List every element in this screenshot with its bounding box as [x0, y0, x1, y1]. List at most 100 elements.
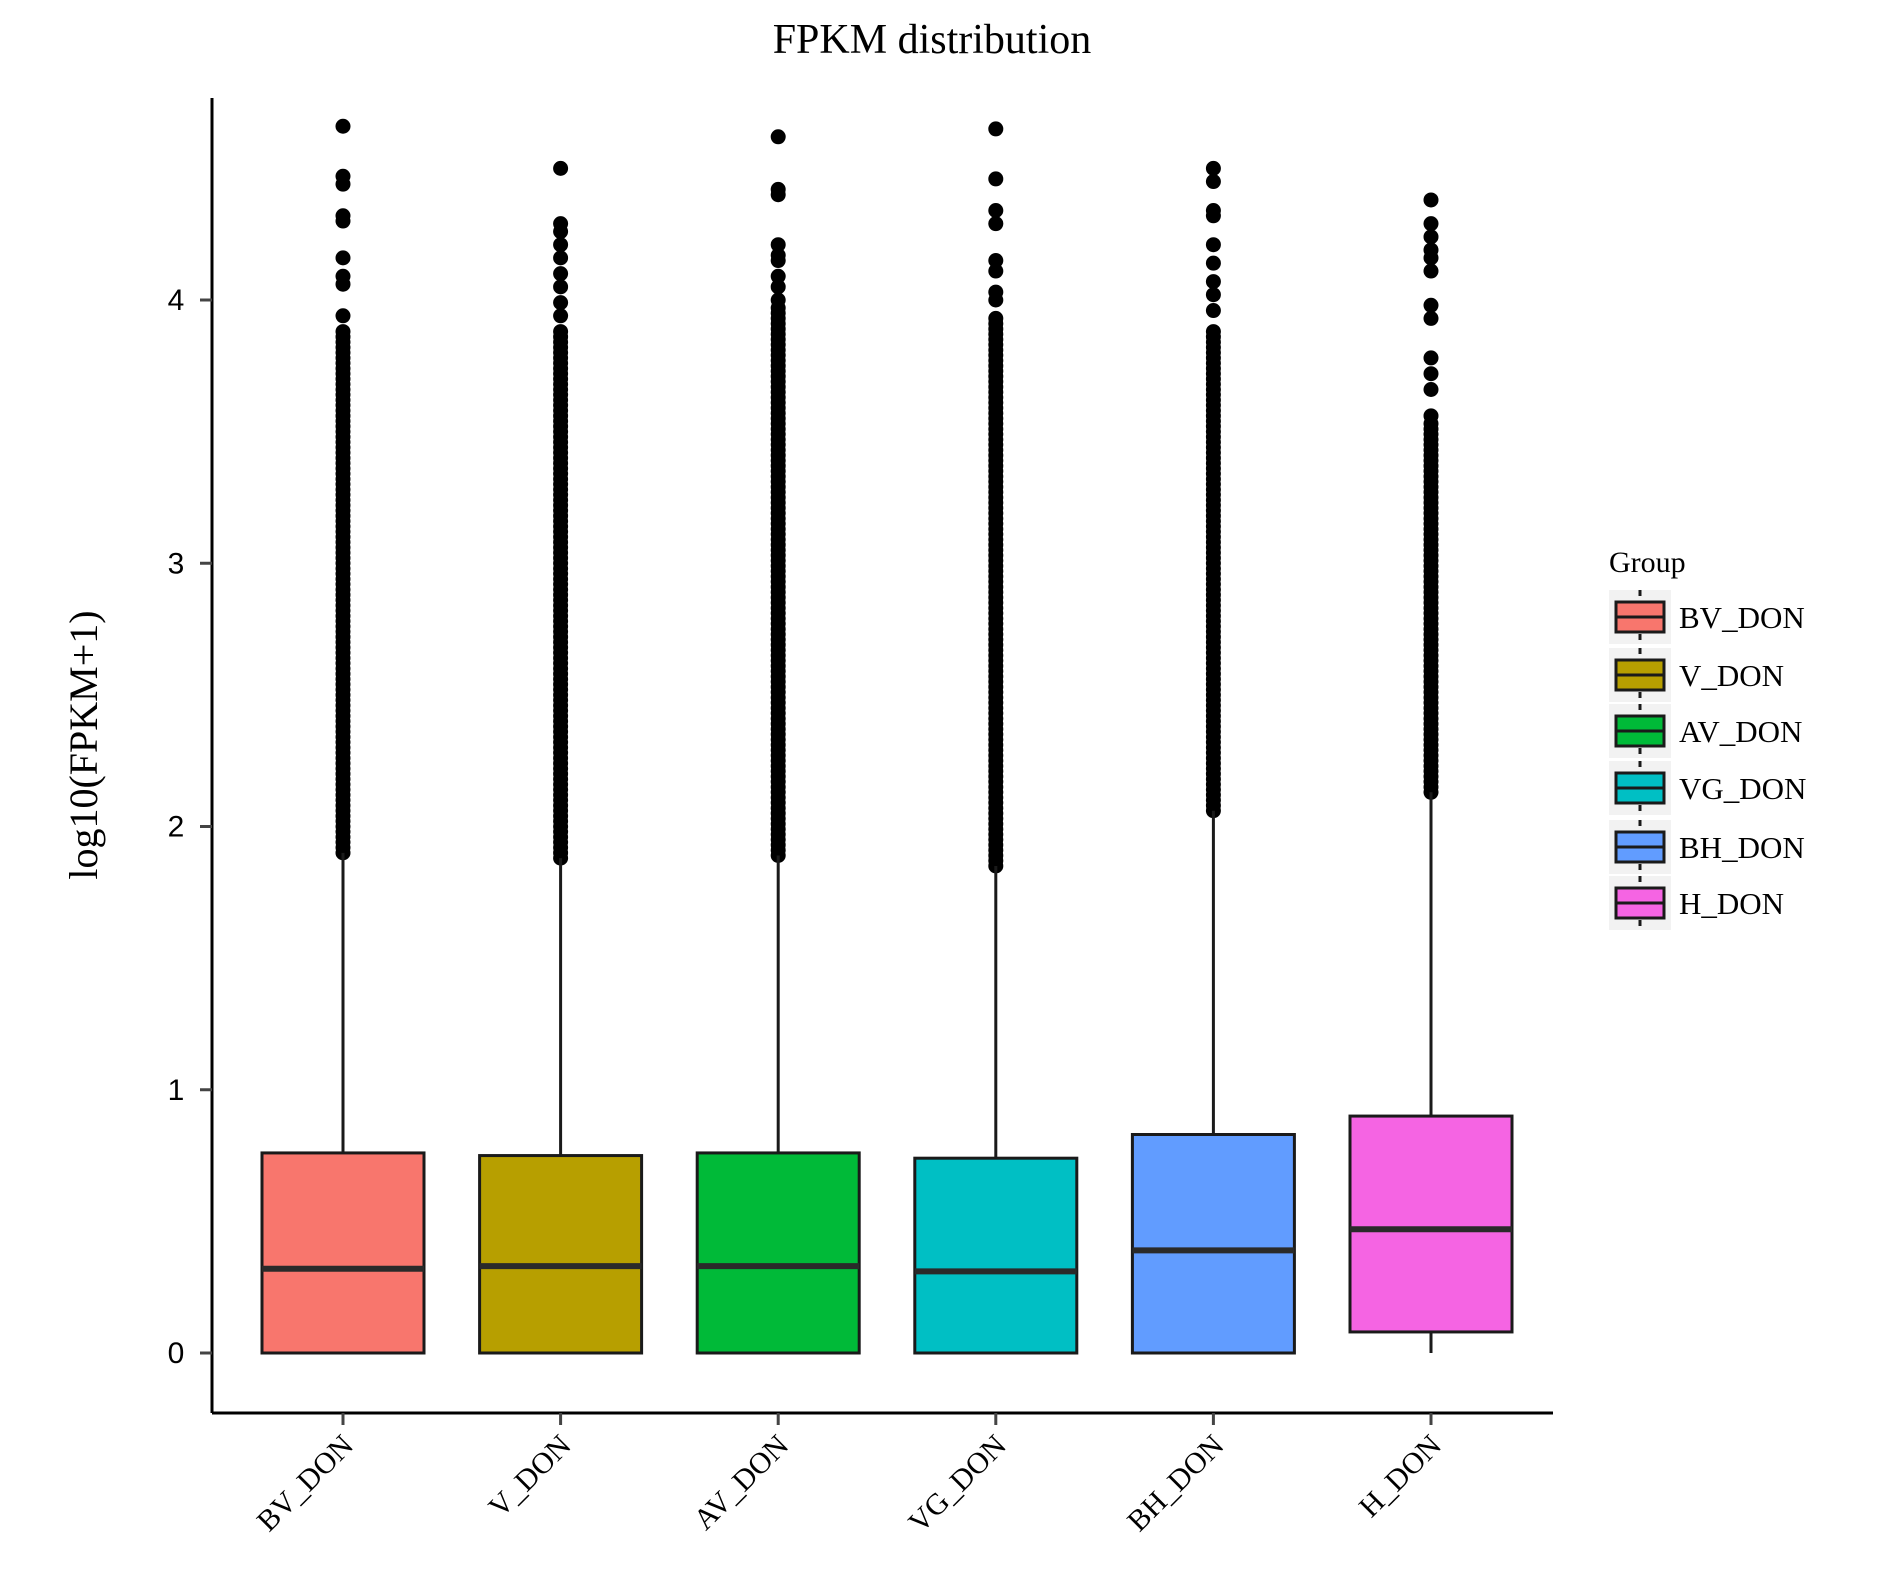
- legend-label: V_DON: [1679, 658, 1784, 693]
- outlier-point: [1423, 216, 1439, 232]
- outlier-point: [988, 121, 1004, 137]
- y-tick-label: 3: [168, 547, 185, 580]
- outlier-points: [335, 118, 351, 861]
- legend-item: AV_DON: [1609, 704, 1802, 758]
- x-tick-label: AV_DON: [687, 1429, 795, 1537]
- outlier-point: [553, 160, 569, 176]
- outlier-point: [988, 263, 1004, 279]
- outlier-points: [770, 129, 786, 863]
- box-iqr: [913, 1156, 1079, 1355]
- legend-item: V_DON: [1609, 648, 1784, 702]
- y-tick-label: 2: [168, 811, 185, 844]
- box-iqr: [260, 1151, 426, 1355]
- outlier-point: [553, 266, 569, 282]
- outlier-point: [1205, 287, 1221, 303]
- outlier-point: [335, 324, 351, 340]
- box-group-vg-don: [913, 121, 1079, 1355]
- chart-title: FPKM distribution: [773, 17, 1092, 63]
- outlier-point: [1423, 408, 1439, 424]
- legend-label: AV_DON: [1679, 714, 1802, 749]
- outlier-point: [553, 224, 569, 240]
- y-tick-label: 4: [168, 284, 185, 317]
- outlier-point: [335, 118, 351, 134]
- outlier-point: [335, 250, 351, 266]
- outlier-point: [553, 250, 569, 266]
- outlier-point: [770, 187, 786, 203]
- outlier-points: [1205, 160, 1221, 819]
- outlier-point: [770, 253, 786, 269]
- y-tick-label: 1: [168, 1074, 185, 1107]
- legend-title: Group: [1609, 546, 1686, 579]
- box-iqr: [1348, 1114, 1514, 1334]
- outlier-point: [988, 253, 1004, 269]
- outlier-point: [1205, 255, 1221, 271]
- outlier-point: [335, 308, 351, 324]
- outlier-point: [335, 176, 351, 192]
- outlier-point: [1205, 208, 1221, 224]
- x-tick-label: BV_DON: [251, 1429, 360, 1538]
- box-group-h-don: [1348, 192, 1514, 1353]
- box-group-v-don: [478, 160, 644, 1355]
- x-tick-label: H_DON: [1353, 1429, 1448, 1524]
- outlier-point: [1423, 263, 1439, 279]
- outlier-point: [1423, 350, 1439, 366]
- outlier-point: [1205, 274, 1221, 290]
- x-axis: BV_DON V_DON AV_DON VG_DON BH_DON H_DON: [212, 1411, 1553, 1540]
- outlier-point: [1423, 366, 1439, 382]
- x-tick-label: BH_DON: [1121, 1429, 1230, 1538]
- legend-label: BH_DON: [1679, 830, 1805, 865]
- outlier-point: [553, 308, 569, 324]
- legend-label: BV_DON: [1679, 600, 1805, 635]
- legend: Group BV_DON V_DON AV_DON VG_DON BH_DON H_DON: [1609, 546, 1806, 930]
- legend-item: H_DON: [1609, 876, 1784, 930]
- outlier-point: [1423, 229, 1439, 245]
- outlier-point: [1205, 237, 1221, 253]
- legend-item: VG_DON: [1609, 761, 1806, 815]
- box-iqr: [478, 1154, 644, 1355]
- outlier-point: [553, 324, 569, 340]
- outlier-point: [1205, 324, 1221, 340]
- outlier-point: [988, 171, 1004, 187]
- x-tick-label: V_DON: [482, 1429, 577, 1524]
- outlier-point: [553, 295, 569, 311]
- outlier-point: [1423, 310, 1439, 326]
- y-axis: 0 1 2 3 4: [168, 98, 214, 1413]
- outlier-point: [1205, 160, 1221, 176]
- box-group-av-don: [695, 129, 861, 1355]
- outlier-point: [1423, 297, 1439, 313]
- outlier-point: [770, 279, 786, 295]
- y-tick-label: 0: [168, 1337, 185, 1370]
- outlier-point: [1423, 192, 1439, 208]
- outlier-point: [553, 279, 569, 295]
- outlier-point: [1205, 303, 1221, 319]
- outlier-point: [988, 310, 1004, 326]
- outlier-point: [770, 292, 786, 308]
- box-group-bv-don: [260, 118, 426, 1355]
- x-tick-label: VG_DON: [902, 1429, 1013, 1540]
- outlier-point: [335, 213, 351, 229]
- outlier-point: [988, 292, 1004, 308]
- plot-area: [260, 118, 1514, 1355]
- outlier-point: [553, 237, 569, 253]
- outlier-points: [988, 121, 1004, 874]
- outlier-point: [1205, 174, 1221, 190]
- outlier-point: [770, 268, 786, 284]
- outlier-point: [335, 276, 351, 292]
- legend-label: VG_DON: [1679, 771, 1806, 806]
- legend-label: H_DON: [1679, 886, 1784, 921]
- outlier-point: [770, 129, 786, 145]
- legend-item: BH_DON: [1609, 820, 1805, 874]
- outlier-point: [988, 216, 1004, 232]
- box-iqr: [1130, 1133, 1296, 1355]
- outlier-point: [1423, 250, 1439, 266]
- box-group-bh-don: [1130, 160, 1296, 1355]
- outlier-points: [1423, 192, 1439, 800]
- y-axis-label: log10(FPKM+1): [61, 610, 106, 879]
- outlier-point: [988, 202, 1004, 218]
- legend-item: BV_DON: [1609, 590, 1805, 644]
- outlier-points: [553, 160, 569, 866]
- outlier-point: [770, 237, 786, 253]
- outlier-point: [1423, 382, 1439, 398]
- box-iqr: [695, 1151, 861, 1355]
